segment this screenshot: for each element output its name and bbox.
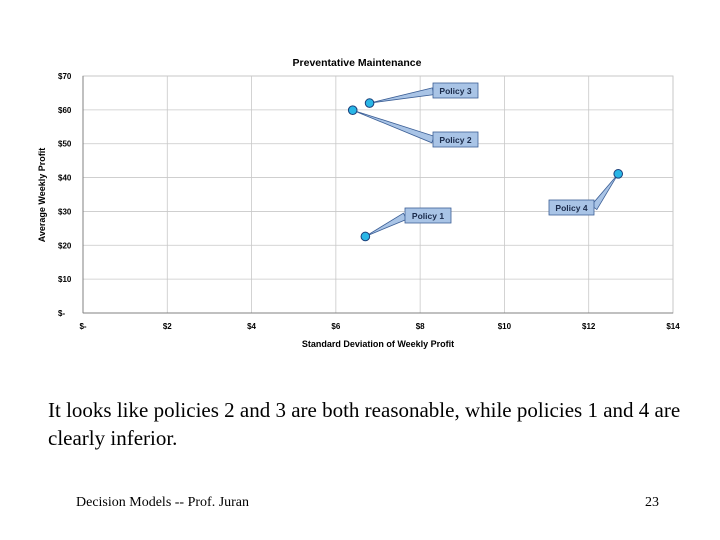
chart-title: Preventative Maintenance: [293, 57, 422, 69]
y-tick-label: $60: [58, 106, 72, 115]
data-point: [364, 98, 375, 108]
x-tick-labels: $- $2 $4 $6 $8 $10 $12 $14: [79, 322, 680, 331]
axes: [82, 76, 673, 314]
footer-course-credit: Decision Models -- Prof. Juran: [76, 495, 250, 510]
y-tick-label: $10: [58, 275, 72, 284]
x-axis-label: Standard Deviation of Weekly Profit: [302, 339, 454, 349]
x-tick-label: $14: [666, 322, 680, 331]
y-tick-labels: $- $10 $20 $30 $40 $50 $60 $70: [58, 72, 72, 318]
x-tick-label: $12: [582, 322, 596, 331]
data-points: [347, 98, 624, 242]
data-label: Policy 4: [555, 203, 587, 213]
callout-box: [432, 131, 479, 148]
y-tick-label: $30: [58, 207, 72, 216]
y-tick-label: $40: [58, 174, 72, 183]
y-tick-label: $70: [58, 72, 72, 81]
callout-box: [432, 82, 479, 99]
y-tick-label: $20: [58, 241, 72, 250]
data-point: [613, 169, 624, 179]
callouts: Policy 1 Policy 2 Policy 3 Policy 4: [352, 82, 619, 237]
y-axis-label: Average Weekly Profit: [37, 148, 47, 243]
plot-area: [82, 75, 674, 314]
x-tick-label: $6: [331, 322, 340, 331]
y-tick-label: $-: [58, 309, 65, 318]
x-tick-label: $10: [498, 322, 512, 331]
x-tick-label: $4: [247, 322, 256, 331]
scatter-chart: $- $10 $20 $30 $40 $50 $60 $70 $- $2 $4 $6 $8 $10 $12…: [37, 57, 680, 349]
data-label: Policy 2: [439, 135, 471, 145]
x-tick-label: $-: [79, 322, 86, 331]
body-paragraph: It looks like policies 2 and 3 are both …: [48, 398, 681, 450]
y-tick-label: $50: [58, 140, 72, 149]
data-label: Policy 3: [439, 86, 471, 96]
data-point: [347, 105, 358, 115]
callout-box: [548, 199, 595, 216]
grid-lines: [82, 75, 674, 314]
page-number: 23: [645, 495, 659, 510]
x-tick-label: $8: [416, 322, 425, 331]
data-point: [360, 231, 371, 242]
x-tick-label: $2: [163, 322, 172, 331]
callout-box: [404, 207, 452, 224]
data-label: Policy 1: [412, 211, 444, 221]
